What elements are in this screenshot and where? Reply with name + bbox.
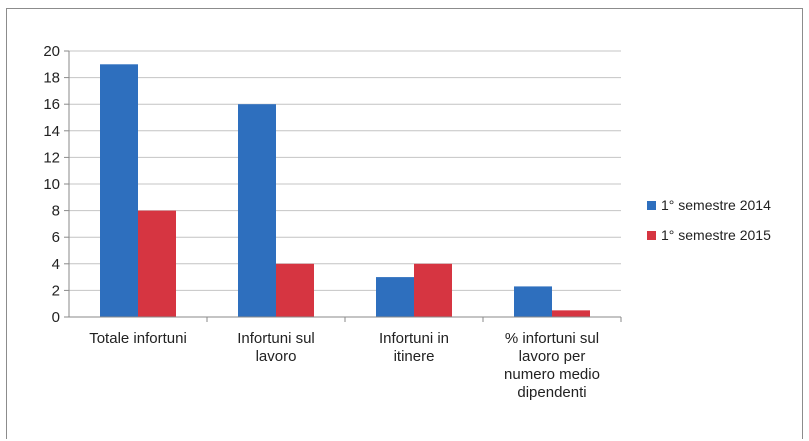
category-label-line: % infortuni sul	[505, 330, 599, 347]
y-tick-label: 2	[52, 282, 60, 299]
y-tick-label: 14	[43, 123, 60, 140]
y-tick-label: 6	[52, 229, 60, 246]
category-label-line: lavoro	[256, 348, 297, 365]
category-label: Totale infortuni	[89, 330, 187, 347]
bar-2015-cat-2	[414, 263, 452, 317]
category-label-line: Infortuni sul	[237, 330, 315, 347]
y-tick-label: 16	[43, 96, 60, 113]
y-tick-label: 18	[43, 70, 60, 87]
y-tick-label: 12	[43, 149, 60, 166]
bar-2015-cat-1	[276, 263, 314, 317]
bar-chart: 0 2 4 6 8 10 12 14 16 18 20 Totale infortuni Infort…	[43, 43, 771, 401]
category-labels: Totale infortuni Infortuni sul lavoroInfor…	[89, 330, 600, 401]
y-tick-label: 8	[52, 203, 60, 220]
y-tick-label: 10	[43, 176, 60, 193]
category-label: % infortuni sul lavoro per numero medio dip…	[504, 330, 600, 401]
y-tick-label: 0	[52, 309, 60, 326]
bars	[100, 64, 590, 317]
legend: 1° semestre 2014 1° semestre 2015	[647, 197, 771, 243]
bar-2014-cat-2	[376, 277, 414, 317]
legend-label: 1° semestre 2015	[661, 227, 771, 243]
category-label-line: Totale infortuni	[89, 330, 187, 347]
category-label: Infortuni sul lavoro	[237, 330, 315, 365]
y-axis-ticks: 0 2 4 6 8 10 12 14 16 18 20	[43, 43, 69, 326]
bar-2014-cat-0	[100, 64, 138, 317]
category-label-line: numero medio	[504, 366, 600, 383]
category-label-line: dipendenti	[517, 384, 586, 401]
chart-frame: 0 2 4 6 8 10 12 14 16 18 20 Totale infortuni Infort…	[6, 8, 803, 439]
y-tick-label: 20	[43, 43, 60, 60]
category-label-line: itinere	[394, 348, 435, 365]
category-label-line: Infortuni in	[379, 330, 449, 347]
axes	[68, 51, 622, 322]
bar-2015-cat-3	[552, 310, 590, 317]
legend-swatch	[647, 231, 656, 240]
y-tick-label: 4	[52, 256, 60, 273]
bar-2014-cat-3	[514, 286, 552, 317]
category-label-line: lavoro per	[519, 348, 586, 365]
legend-label: 1° semestre 2014	[661, 197, 771, 213]
category-label: Infortuni in itinere	[379, 330, 449, 365]
bar-2014-cat-1	[238, 104, 276, 317]
bar-2015-cat-0	[138, 210, 176, 317]
legend-swatch	[647, 201, 656, 210]
